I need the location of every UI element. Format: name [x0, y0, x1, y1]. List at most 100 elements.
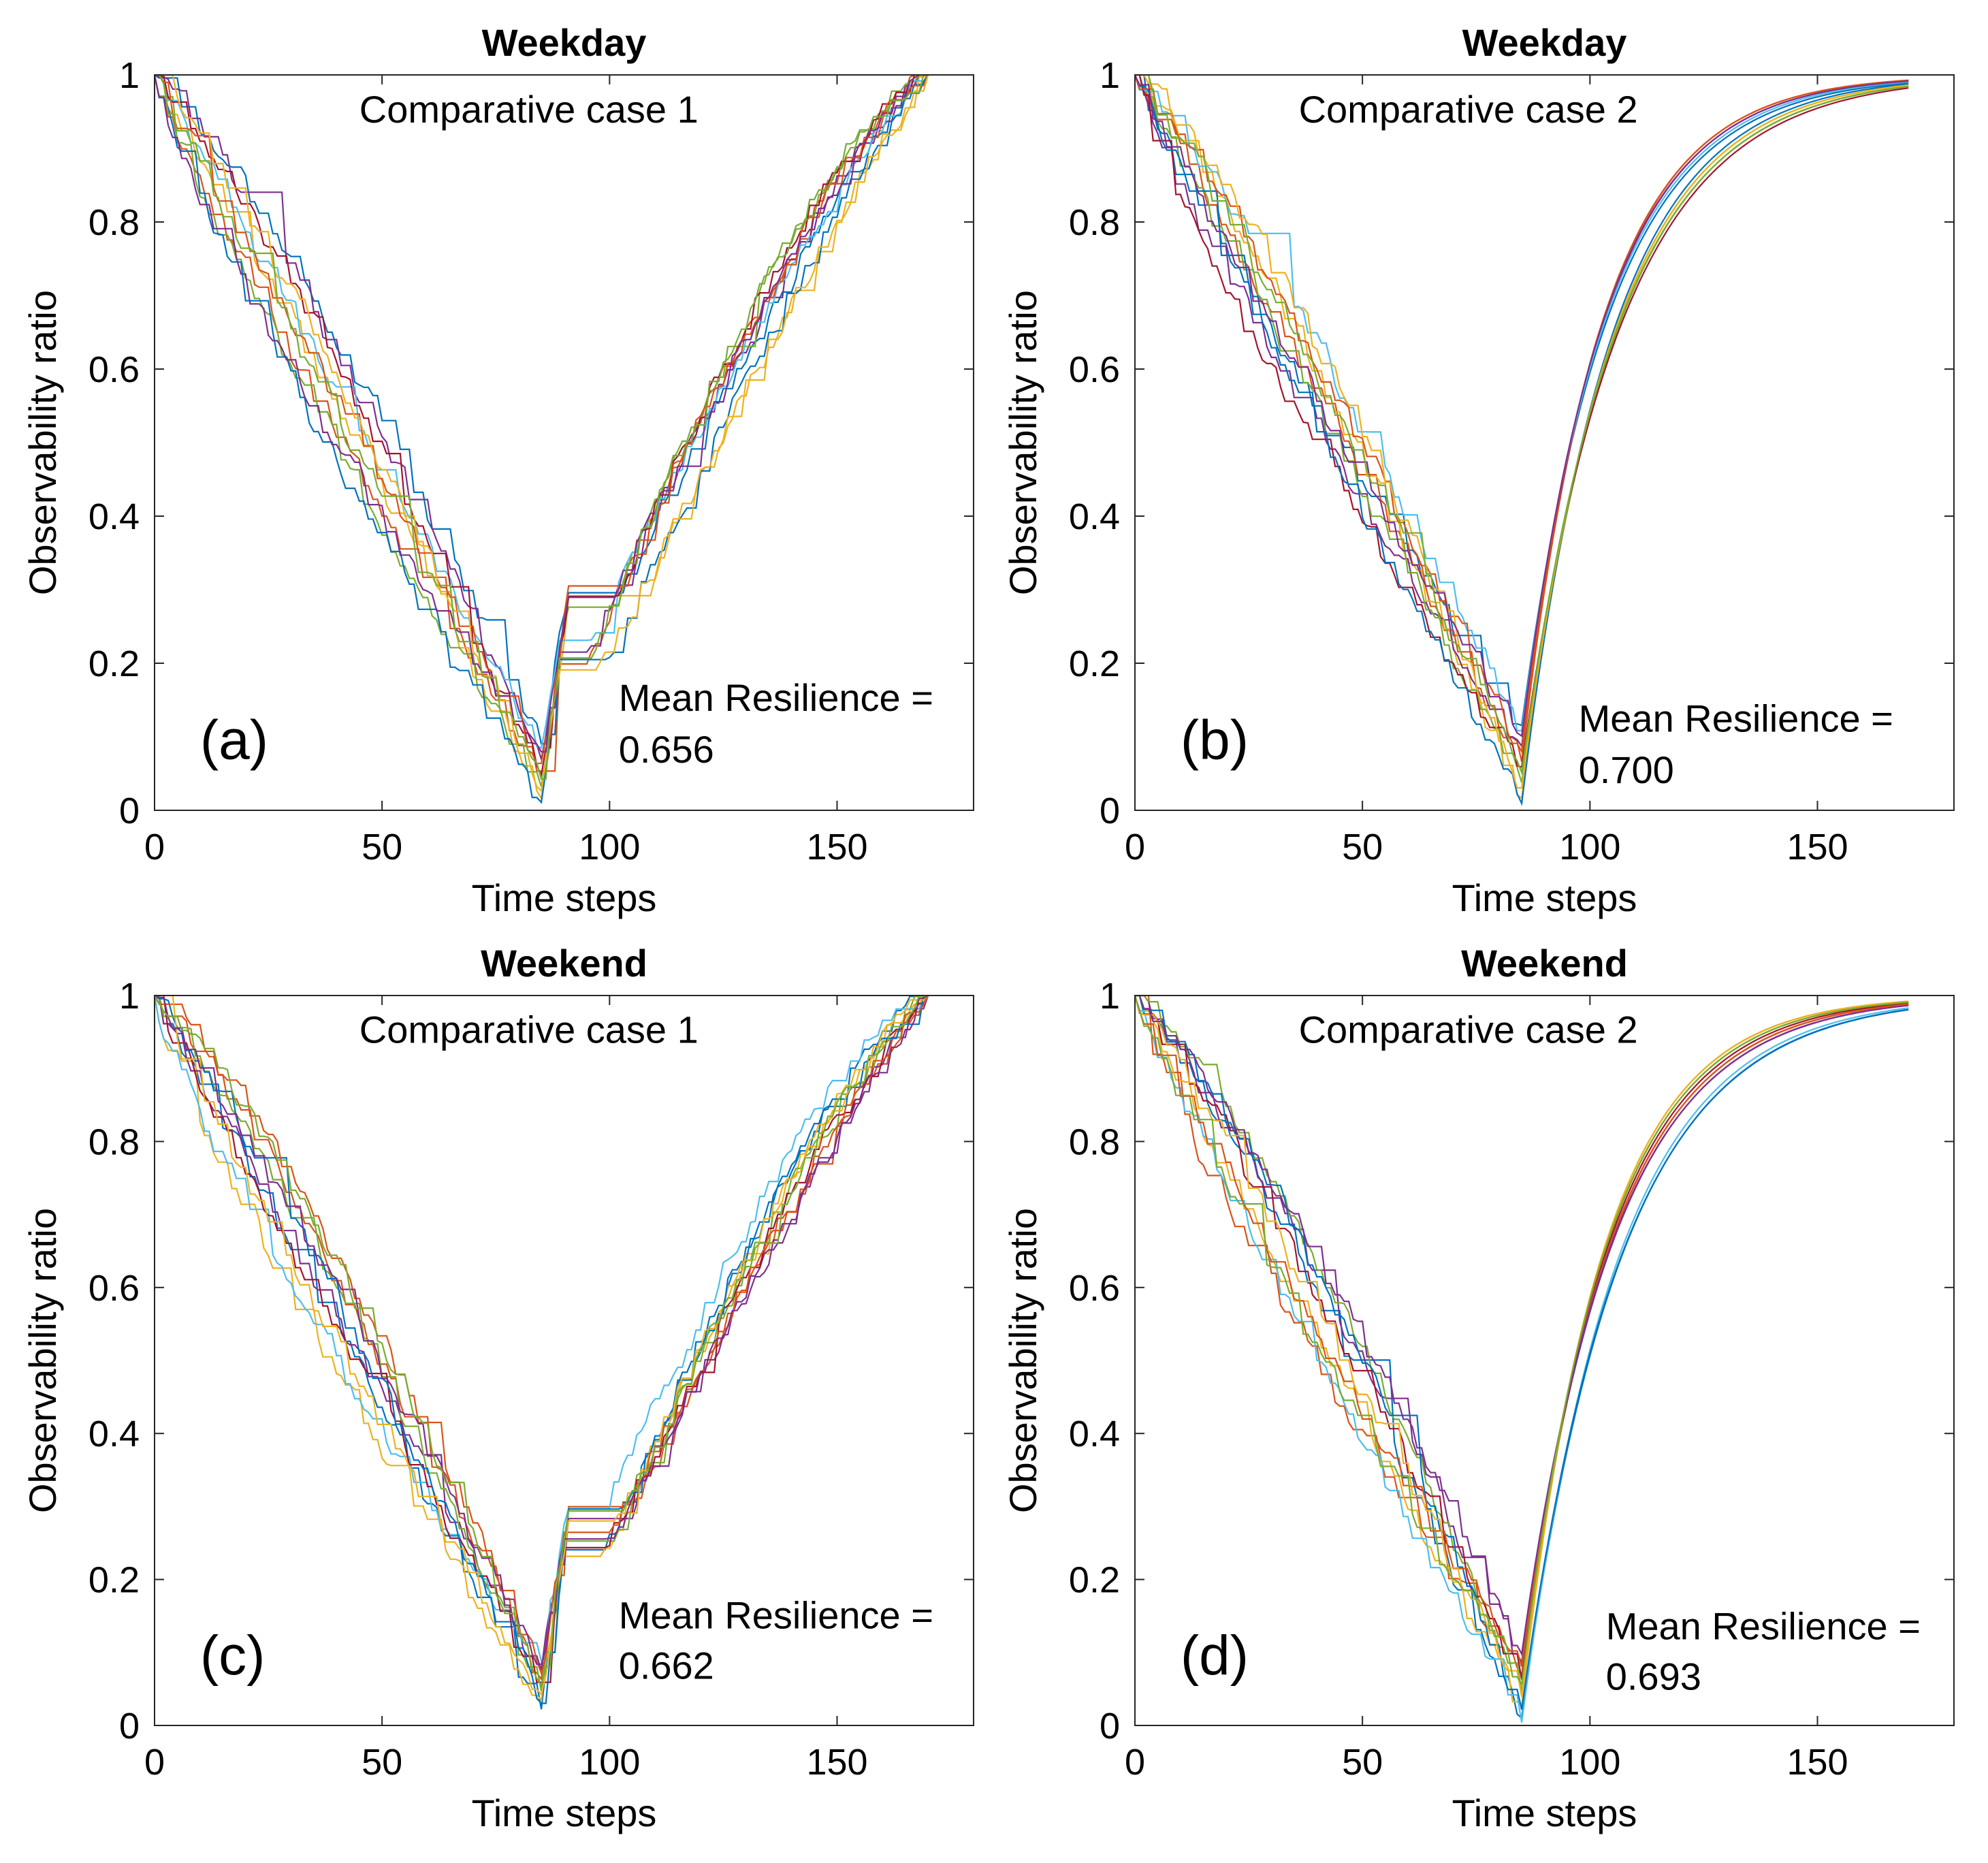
- x-tick-label: 50: [1342, 827, 1383, 867]
- series-line-9: [1135, 996, 1909, 1668]
- x-tick-label: 0: [1125, 827, 1145, 867]
- series-line-4: [155, 75, 929, 760]
- series-group: [1135, 996, 1909, 1723]
- y-tick-label: 0.6: [89, 349, 140, 390]
- axes-box: [154, 995, 974, 1726]
- x-axis-label: Time steps: [472, 1792, 657, 1834]
- x-tick-label: 50: [362, 1742, 402, 1783]
- series-line-9: [155, 75, 929, 765]
- series-line-5: [1135, 996, 1909, 1693]
- panel-label: (d): [1181, 1625, 1249, 1687]
- series-line-8: [1135, 996, 1909, 1710]
- axes-box: [154, 74, 974, 811]
- y-tick-label: 0.2: [89, 1560, 140, 1601]
- x-tick-label: 150: [806, 1742, 867, 1783]
- series-line-12: [1135, 75, 1909, 776]
- y-tick-label: 1: [1100, 55, 1120, 96]
- series-line-3: [1135, 996, 1909, 1707]
- y-axis-label: Observability ratio: [21, 290, 64, 595]
- panel-a: 0 50 100 150 0 0.2 0.4 0.6 0.8 1 Weekday Time steps…: [21, 21, 974, 919]
- x-tick-label: 0: [144, 827, 165, 867]
- x-tick-label: 0: [144, 1742, 165, 1783]
- series-line-6: [1135, 75, 1909, 732]
- series-line-2: [1135, 75, 1909, 762]
- series-line-4: [1135, 996, 1909, 1665]
- panel-title: Weekend: [1461, 942, 1628, 985]
- y-axis-label: Observability ratio: [1001, 290, 1044, 595]
- x-axis-label: Time steps: [1452, 876, 1637, 919]
- y-tick-label: 0.4: [1069, 1414, 1120, 1454]
- x-tick-label: 100: [1559, 1742, 1620, 1783]
- series-line-10: [1135, 996, 1909, 1698]
- y-tick-label: 0.6: [89, 1268, 140, 1309]
- x-tick-label: 100: [579, 1742, 640, 1783]
- y-tick-label: 0.4: [1069, 496, 1120, 537]
- mean-resilience-value: 0.700: [1579, 748, 1674, 791]
- case-label: Comparative case 1: [359, 1008, 699, 1051]
- series-line-2: [155, 996, 929, 1682]
- series-line-12: [155, 75, 929, 780]
- y-tick-label: 0.8: [89, 202, 140, 243]
- series-line-6: [155, 75, 929, 749]
- series-line-7: [155, 75, 929, 778]
- series-line-4: [1135, 75, 1909, 748]
- panel-c: 0 50 100 150 0 0.2 0.4 0.6 0.8 1 Weekend Time steps…: [21, 942, 974, 1834]
- series-line-10: [155, 996, 929, 1696]
- series-line-12: [155, 996, 929, 1687]
- y-tick-label: 0.2: [1069, 643, 1120, 684]
- y-tick-label: 1: [119, 55, 140, 96]
- mean-resilience-value: 0.693: [1606, 1655, 1701, 1698]
- series-line-10: [1135, 75, 1909, 789]
- x-tick-label: 50: [1342, 1742, 1383, 1783]
- y-tick-label: 0: [119, 791, 140, 831]
- y-tick-label: 0: [119, 1706, 140, 1747]
- series-line-8: [1135, 75, 1909, 806]
- y-tick-label: 0.6: [1069, 349, 1120, 390]
- panel-label: (a): [200, 709, 268, 771]
- panel-label: (b): [1181, 709, 1249, 771]
- panel-label: (c): [200, 1625, 266, 1687]
- panel-b: 0 50 100 150 0 0.2 0.4 0.6 0.8 1 Weekday Time steps…: [1001, 21, 1955, 919]
- series-line-7: [155, 996, 929, 1683]
- mean-resilience-label: Mean Resilience =: [1606, 1605, 1921, 1648]
- series-line-3: [1135, 75, 1909, 800]
- series-line-3: [155, 996, 929, 1702]
- y-tick-label: 1: [119, 976, 140, 1017]
- mean-resilience-label: Mean Resilience =: [619, 676, 933, 719]
- series-line-2: [1135, 996, 1909, 1678]
- x-tick-label: 150: [1786, 827, 1848, 867]
- y-tick-label: 0.8: [1069, 1121, 1120, 1162]
- series-line-1: [1135, 75, 1909, 727]
- mean-resilience-value: 0.656: [619, 728, 714, 771]
- panel-title: Weekday: [1462, 21, 1627, 64]
- x-tick-label: 150: [1786, 1742, 1848, 1783]
- y-axis-label: Observability ratio: [21, 1208, 64, 1513]
- series-group: [155, 75, 929, 804]
- y-tick-label: 0.4: [89, 496, 140, 537]
- panel-title: Weekend: [481, 942, 647, 985]
- series-line-9: [155, 996, 929, 1676]
- series-line-11: [155, 996, 929, 1666]
- y-tick-label: 0.6: [1069, 1268, 1120, 1309]
- x-tick-label: 100: [579, 827, 640, 867]
- series-line-11: [1135, 75, 1909, 737]
- mean-resilience-label: Mean Resilience =: [1579, 697, 1893, 739]
- y-axis-label: Observability ratio: [1001, 1208, 1044, 1513]
- series-line-7: [1135, 996, 1909, 1680]
- case-label: Comparative case 2: [1299, 88, 1638, 131]
- y-tick-label: 0: [1100, 791, 1120, 831]
- case-label: Comparative case 1: [359, 88, 699, 131]
- series-line-5: [1135, 75, 1909, 783]
- y-tick-label: 0.2: [1069, 1560, 1120, 1601]
- series-line-4: [155, 996, 929, 1671]
- series-line-7: [1135, 75, 1909, 768]
- mean-resilience-value: 0.662: [619, 1644, 714, 1687]
- panel-title: Weekday: [482, 21, 647, 64]
- axes-box: [1134, 74, 1955, 811]
- axes-box: [1134, 995, 1955, 1726]
- series-group: [1135, 75, 1909, 806]
- series-line-6: [1135, 996, 1909, 1723]
- series-line-8: [155, 996, 929, 1704]
- y-tick-label: 0.8: [89, 1121, 140, 1162]
